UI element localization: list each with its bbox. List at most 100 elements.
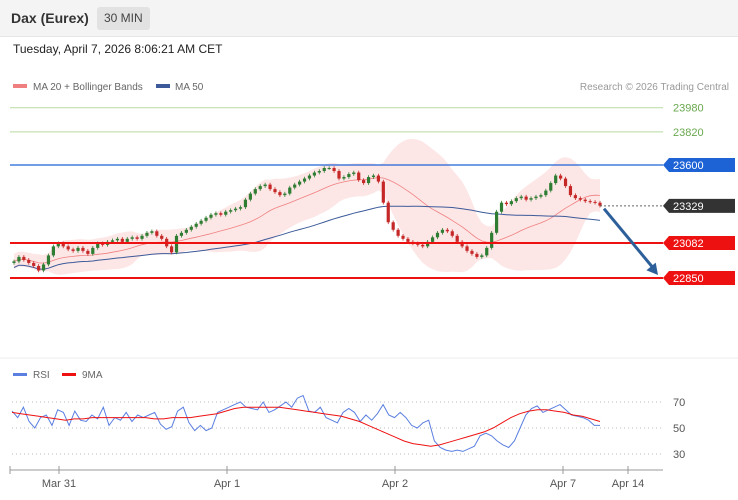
- candle: [352, 170, 356, 176]
- x-tick: Apr 1: [214, 466, 240, 490]
- rsi-line: [11, 394, 600, 452]
- candle: [371, 173, 376, 179]
- candle: [475, 252, 479, 259]
- level-label: 22850: [673, 273, 704, 285]
- ma50-line: [13, 205, 601, 270]
- candle: [524, 194, 528, 202]
- x-tick: Mar 31: [42, 466, 76, 490]
- ma20-line: [13, 177, 601, 264]
- candle: [135, 235, 139, 241]
- candle: [494, 209, 499, 235]
- candle: [145, 230, 149, 238]
- ma50-legend-label: MA 50: [175, 82, 204, 93]
- interval-button[interactable]: 30 MIN: [97, 7, 150, 30]
- level-label: 23820: [673, 127, 704, 139]
- candle: [396, 227, 400, 238]
- candle: [169, 244, 174, 255]
- candle: [327, 166, 331, 170]
- candle: [554, 173, 558, 185]
- time-axis: Mar 31 Apr 1 Apr 2 Apr 7 Apr 14: [9, 466, 663, 490]
- candle: [490, 230, 494, 250]
- candle: [460, 240, 464, 249]
- candle: [514, 196, 518, 203]
- rsi-legend-swatch: [13, 373, 27, 376]
- candle: [179, 230, 184, 238]
- candle: [37, 264, 41, 273]
- candle: [549, 181, 553, 193]
- candle: [366, 175, 371, 185]
- level-support-22850: 22850: [10, 271, 735, 285]
- candle: [381, 179, 385, 205]
- candle: [465, 244, 469, 253]
- candle: [46, 253, 51, 267]
- candle: [258, 184, 262, 191]
- ma9-legend-swatch: [62, 373, 76, 376]
- candle: [86, 249, 90, 256]
- candle: [194, 221, 198, 229]
- chart-header: Dax (Eurex) 30 MIN: [0, 0, 738, 37]
- candle: [337, 169, 341, 181]
- candle: [578, 196, 582, 202]
- candle: [174, 234, 179, 255]
- candle: [160, 234, 164, 241]
- projection-arrow: [602, 207, 658, 275]
- candle: [293, 182, 297, 190]
- candle: [302, 176, 307, 184]
- candle: [426, 240, 430, 249]
- candle: [307, 173, 312, 181]
- level-last-23329: 23329: [600, 198, 735, 213]
- candle: [115, 237, 120, 243]
- candle: [214, 211, 218, 217]
- candle: [130, 235, 134, 241]
- candle: [322, 166, 326, 173]
- level-label: 23329: [673, 201, 704, 213]
- candle: [563, 176, 568, 188]
- candle: [283, 191, 287, 197]
- x-tick-label: Apr 1: [214, 478, 240, 490]
- price-levels: 23980 23820 23600 23329 23082 22850: [10, 103, 735, 285]
- level-label: 23980: [673, 103, 704, 115]
- candle: [27, 258, 31, 265]
- candle: [529, 196, 533, 202]
- candle: [376, 173, 381, 184]
- level-resistance-23980: 23980: [10, 103, 704, 115]
- level-label: 23082: [673, 238, 704, 250]
- candle: [342, 175, 346, 181]
- candle: [347, 172, 351, 179]
- candle: [22, 255, 26, 262]
- candle: [253, 187, 257, 196]
- candle: [391, 220, 395, 232]
- level-label: 23600: [673, 160, 704, 172]
- candle: [519, 194, 523, 200]
- candle: [12, 259, 16, 265]
- candle: [485, 246, 489, 258]
- rsi-legend-label: RSI: [33, 370, 50, 381]
- candle: [278, 190, 282, 197]
- candle: [204, 215, 208, 223]
- candle: [288, 185, 292, 196]
- candle: [534, 194, 538, 200]
- candle: [499, 200, 504, 214]
- candle: [263, 182, 267, 188]
- candle: [504, 200, 509, 206]
- candle: [583, 197, 587, 203]
- chart-datetime: Tuesday, April 7, 2026 8:06:21 AM CET: [13, 42, 223, 56]
- candle: [140, 234, 144, 241]
- x-tick-label: Mar 31: [42, 478, 76, 490]
- candle: [199, 218, 203, 226]
- x-tick: Apr 2: [382, 466, 408, 490]
- level-pivot-23600: 23600: [10, 158, 735, 172]
- candle: [233, 206, 238, 213]
- candle: [41, 262, 46, 273]
- level-resistance-23820: 23820: [10, 127, 704, 139]
- rsi-gridline-30: 30: [12, 449, 685, 461]
- candle: [229, 208, 233, 214]
- candle: [450, 229, 454, 238]
- candle: [440, 227, 445, 235]
- candle: [559, 173, 563, 181]
- candle: [17, 255, 21, 264]
- x-tick-label: Apr 7: [550, 478, 576, 490]
- candle: [248, 191, 252, 202]
- ma20-legend-label: MA 20 + Bollinger Bands: [33, 82, 143, 93]
- rsi-tick-label: 30: [673, 449, 685, 461]
